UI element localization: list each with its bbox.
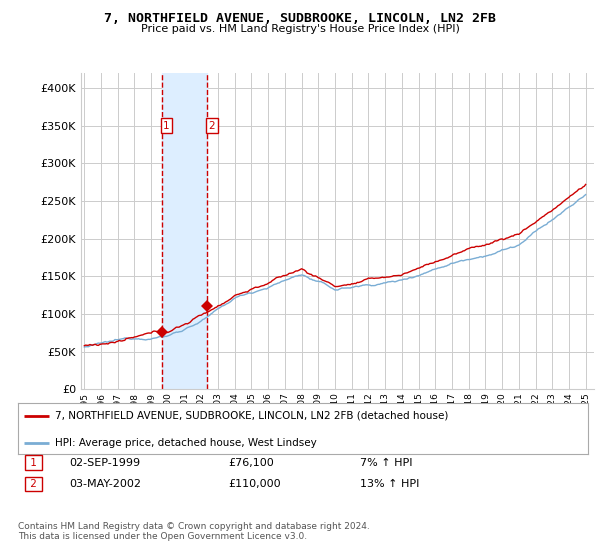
Text: 02-SEP-1999: 02-SEP-1999 bbox=[69, 458, 140, 468]
Text: 7, NORTHFIELD AVENUE, SUDBROOKE, LINCOLN, LN2 2FB (detached house): 7, NORTHFIELD AVENUE, SUDBROOKE, LINCOLN… bbox=[55, 411, 448, 421]
Text: 03-MAY-2002: 03-MAY-2002 bbox=[69, 479, 141, 489]
Text: £110,000: £110,000 bbox=[228, 479, 281, 489]
Text: HPI: Average price, detached house, West Lindsey: HPI: Average price, detached house, West… bbox=[55, 437, 317, 447]
Text: 2: 2 bbox=[208, 120, 215, 130]
Text: Contains HM Land Registry data © Crown copyright and database right 2024.
This d: Contains HM Land Registry data © Crown c… bbox=[18, 522, 370, 542]
Text: 13% ↑ HPI: 13% ↑ HPI bbox=[360, 479, 419, 489]
Text: £76,100: £76,100 bbox=[228, 458, 274, 468]
Text: 1: 1 bbox=[163, 120, 170, 130]
Text: 2: 2 bbox=[27, 479, 40, 489]
Bar bbox=[163, 73, 208, 389]
Text: 7, NORTHFIELD AVENUE, SUDBROOKE, LINCOLN, LN2 2FB: 7, NORTHFIELD AVENUE, SUDBROOKE, LINCOLN… bbox=[104, 12, 496, 25]
Text: 1: 1 bbox=[27, 458, 40, 468]
Text: Price paid vs. HM Land Registry's House Price Index (HPI): Price paid vs. HM Land Registry's House … bbox=[140, 24, 460, 34]
Text: 7% ↑ HPI: 7% ↑ HPI bbox=[360, 458, 413, 468]
